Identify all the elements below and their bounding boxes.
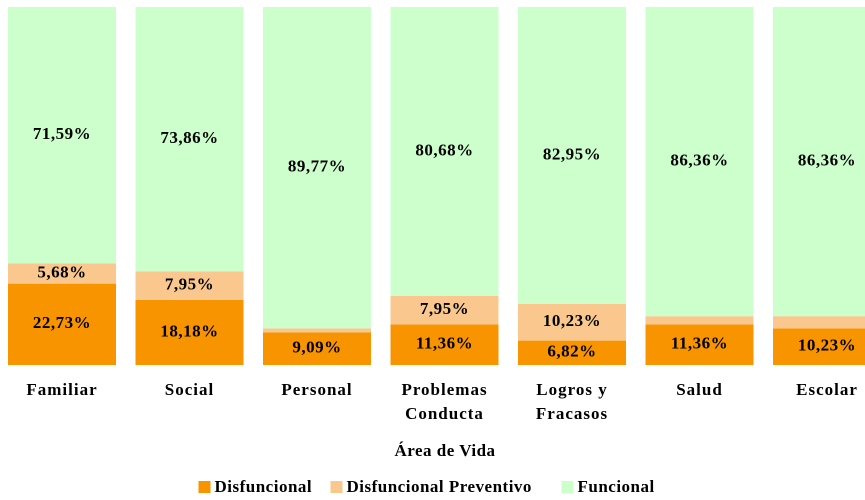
legend-swatch bbox=[198, 481, 211, 493]
value-label: 80,68% bbox=[415, 140, 473, 159]
legend-label: Funcional bbox=[578, 477, 655, 496]
legend-label: Disfuncional bbox=[215, 477, 313, 496]
bar-segment bbox=[263, 328, 371, 333]
value-label: 71,59% bbox=[33, 124, 91, 143]
x-tick-label: Social bbox=[164, 380, 215, 399]
x-tick-label: Personal bbox=[281, 380, 353, 399]
bar-segment bbox=[8, 283, 116, 365]
legend-swatch bbox=[330, 481, 343, 493]
value-label: 11,36% bbox=[671, 334, 728, 353]
bar-segment bbox=[518, 7, 626, 304]
bar-segment bbox=[135, 7, 244, 272]
bar-segment bbox=[263, 7, 371, 329]
legend-label: Disfuncional Preventivo bbox=[347, 477, 532, 496]
value-label: 86,36% bbox=[670, 151, 728, 170]
bar-segment bbox=[645, 316, 754, 325]
x-axis-title: Área de Vida bbox=[394, 441, 495, 460]
x-tick-label: Salud bbox=[676, 380, 723, 399]
bar-segment bbox=[263, 332, 371, 365]
x-tick-label: Logros y Fracasos bbox=[535, 380, 609, 423]
value-label: 86,36% bbox=[798, 150, 856, 169]
x-tick-label: Problemas Conducta bbox=[401, 380, 488, 423]
x-tick-label: Escolar bbox=[796, 380, 858, 399]
bar-segment bbox=[645, 7, 754, 317]
bar-segment bbox=[518, 303, 626, 341]
bar-segment bbox=[135, 299, 244, 365]
value-label: 18,18% bbox=[160, 321, 218, 340]
value-label: 5,68% bbox=[37, 262, 86, 281]
value-label: 9,09% bbox=[292, 338, 341, 357]
legend-swatch bbox=[561, 481, 574, 493]
bar-segment bbox=[518, 340, 626, 365]
bar-segment bbox=[773, 328, 865, 365]
bar-segment bbox=[390, 7, 499, 296]
value-label: 82,95% bbox=[543, 144, 601, 163]
value-label: 89,77% bbox=[288, 157, 346, 176]
bar-segment bbox=[390, 324, 499, 365]
bar-segment bbox=[390, 295, 499, 325]
x-tick-label: Familiar bbox=[26, 380, 98, 399]
value-label: 7,95% bbox=[165, 275, 214, 294]
value-label: 73,86% bbox=[160, 128, 218, 147]
value-label: 10,23% bbox=[543, 311, 601, 330]
bar-segment bbox=[8, 7, 116, 264]
bar-segment bbox=[773, 316, 865, 329]
value-label: 22,73% bbox=[33, 313, 91, 332]
value-label: 10,23% bbox=[798, 336, 856, 355]
value-label: 6,82% bbox=[547, 342, 596, 361]
value-label: 11,36% bbox=[416, 334, 473, 353]
bar-segment bbox=[8, 263, 116, 284]
bar-segment bbox=[645, 324, 754, 365]
bar-segment bbox=[135, 271, 244, 300]
value-label: 7,95% bbox=[420, 299, 469, 318]
bar-segment bbox=[773, 7, 865, 317]
